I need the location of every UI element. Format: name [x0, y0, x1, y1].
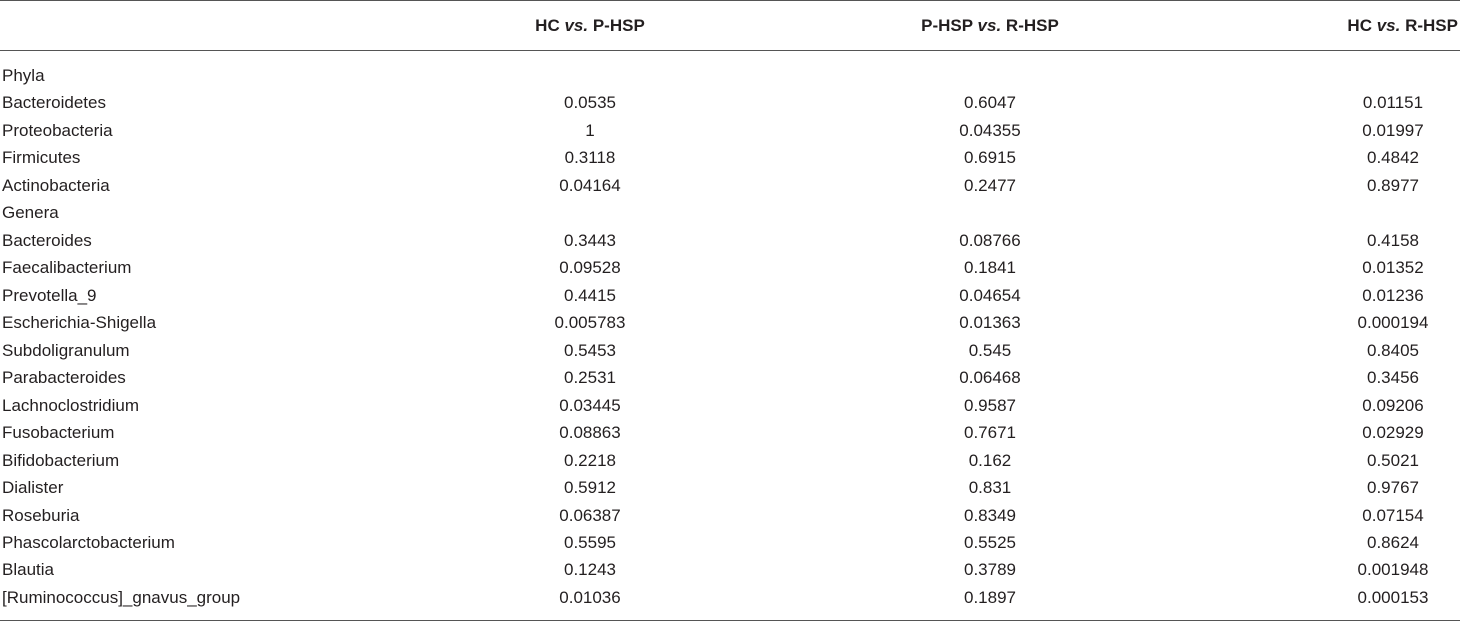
p-value: 0.01151 [1362, 93, 1424, 113]
p-value: 0.01352 [1362, 258, 1424, 278]
row-label: Roseburia [2, 505, 80, 525]
column-header: P-HSP vs. R-HSP [790, 16, 1190, 36]
section-label: Genera [2, 203, 59, 223]
row-label: Dialister [2, 478, 64, 498]
column-header: HC vs. R-HSP [1347, 16, 1458, 36]
p-value: 0.831 [968, 478, 1012, 498]
p-value: 1 [585, 120, 595, 140]
header-part: R-HSP [1405, 16, 1458, 35]
p-value: 0.08863 [559, 423, 621, 443]
p-value: 0.5453 [564, 340, 616, 360]
p-value: 0.7671 [964, 423, 1016, 443]
p-value: 0.0535 [564, 93, 616, 113]
column-header: HC vs. P-HSP [390, 16, 790, 36]
p-value: 0.001948 [1357, 560, 1429, 580]
row-label: Actinobacteria [2, 175, 110, 195]
row-label: Prevotella_9 [2, 285, 97, 305]
p-value: 0.06387 [559, 505, 621, 525]
row-label: Faecalibacterium [2, 258, 132, 278]
row-label: Bacteroidetes [2, 93, 106, 113]
p-value: 0.005783 [554, 313, 626, 333]
row-label: Blautia [2, 560, 54, 580]
row-label: Parabacteroides [2, 368, 126, 388]
p-value: 0.2218 [564, 450, 616, 470]
p-value: 0.000194 [1357, 313, 1429, 333]
top-rule [0, 0, 1460, 1]
header-part: vs. [1376, 16, 1401, 35]
header-rule [0, 50, 1460, 51]
header-part: HC [1347, 16, 1372, 35]
p-value: 0.5021 [1367, 450, 1419, 470]
header-part: P-HSP [921, 16, 973, 35]
row-label: [Ruminococcus]_gnavus_group [2, 587, 241, 607]
section-label: Phyla [2, 66, 45, 85]
p-value: 0.162 [968, 450, 1012, 470]
p-value: 0.07154 [1362, 505, 1424, 525]
p-value: 0.3118 [564, 148, 616, 168]
row-label: Bacteroides [2, 230, 92, 250]
p-value: 0.01997 [1362, 120, 1424, 140]
p-value: 0.000153 [1357, 587, 1429, 607]
p-value: 0.8977 [1367, 175, 1419, 195]
header-part: P-HSP [592, 16, 645, 35]
p-value: 0.4842 [1367, 148, 1419, 168]
p-value: 0.5912 [564, 478, 616, 498]
p-value: 0.5595 [564, 532, 616, 552]
p-value: 0.545 [968, 340, 1012, 360]
p-value: 0.8349 [964, 505, 1016, 525]
row-label: Phascolarctobacterium [2, 532, 175, 552]
p-value: 0.8624 [1367, 532, 1419, 552]
p-value: 0.01236 [1362, 285, 1424, 305]
bottom-rule [0, 620, 1460, 621]
row-label: Proteobacteria [2, 120, 113, 140]
p-value: 0.1841 [964, 258, 1016, 278]
p-value: 0.09206 [1362, 395, 1424, 415]
p-value: 0.3789 [964, 560, 1016, 580]
p-value: 0.2531 [564, 368, 616, 388]
p-value: 0.3456 [1367, 368, 1419, 388]
header-part: vs. [564, 16, 589, 35]
row-label: Lachnoclostridium [2, 395, 140, 415]
p-value: 0.03445 [559, 395, 621, 415]
p-value: 0.02929 [1362, 423, 1424, 443]
p-value: 0.09528 [559, 258, 621, 278]
p-value: 0.04654 [959, 285, 1021, 305]
p-value: 0.6915 [964, 148, 1016, 168]
p-value: 0.6047 [964, 93, 1016, 113]
row-label: Fusobacterium [2, 423, 115, 443]
row-label: Bifidobacterium [2, 450, 120, 470]
p-value: 0.08766 [959, 230, 1021, 250]
p-value: 0.2477 [964, 175, 1016, 195]
p-value: 0.04164 [559, 175, 621, 195]
p-value: 0.01036 [559, 587, 621, 607]
header-part: vs. [977, 16, 1002, 35]
p-value: 0.1897 [964, 587, 1016, 607]
p-value: 0.4158 [1367, 230, 1419, 250]
header-part: R-HSP [1005, 16, 1059, 35]
p-value: 0.8405 [1367, 340, 1419, 360]
p-value: 0.4415 [564, 285, 616, 305]
row-label: Escherichia-Shigella [2, 313, 157, 333]
row-label: Firmicutes [2, 148, 81, 168]
p-value: 0.04355 [959, 120, 1021, 140]
p-value: 0.9767 [1367, 478, 1419, 498]
header-part: HC [535, 16, 560, 35]
p-value: 0.3443 [564, 230, 616, 250]
p-value: 0.1243 [564, 560, 616, 580]
p-value: 0.9587 [964, 395, 1016, 415]
p-value: 0.01363 [959, 313, 1021, 333]
p-value: 0.06468 [959, 368, 1021, 388]
row-label: Subdoligranulum [2, 340, 130, 360]
p-value: 0.5525 [964, 532, 1016, 552]
